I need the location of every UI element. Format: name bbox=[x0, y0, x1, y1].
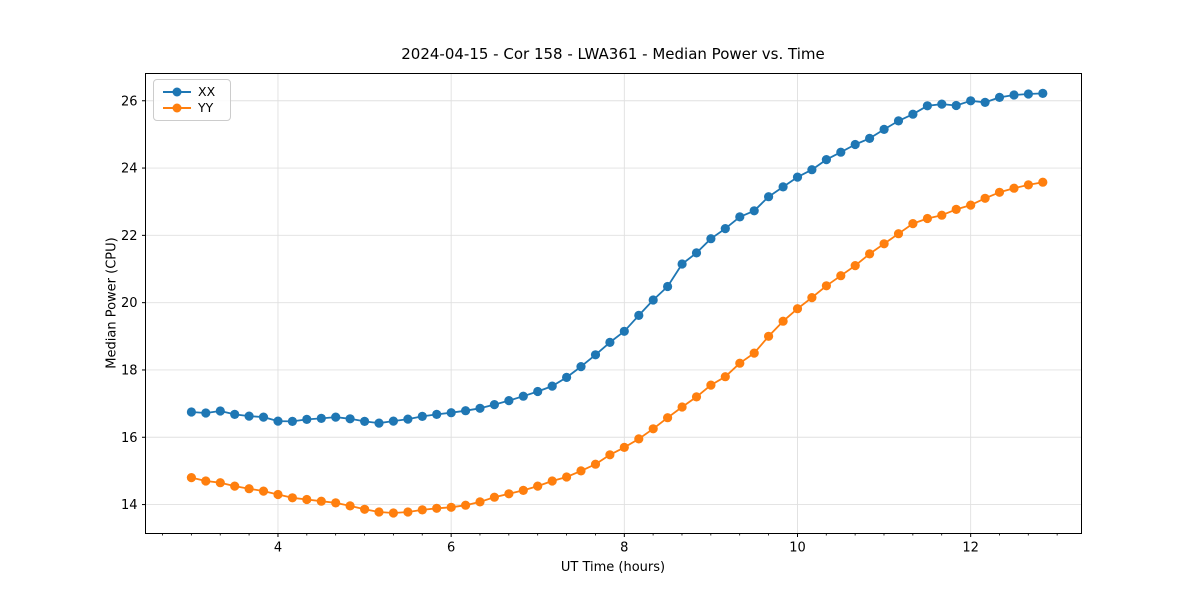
legend-line-marker-sample-yy bbox=[163, 103, 191, 113]
x-tick-label: 12 bbox=[962, 541, 979, 556]
legend-label-xx: XX bbox=[198, 83, 216, 99]
x-axis-label: UT Time (hours) bbox=[560, 560, 666, 575]
legend-item-yy: YY bbox=[163, 100, 221, 116]
grid-layer bbox=[145, 73, 1082, 534]
axes-spines bbox=[145, 73, 1082, 534]
y-tick-label: 24 bbox=[121, 162, 138, 177]
legend-marker-dot-xx bbox=[172, 87, 182, 97]
series-yy-line bbox=[190, 181, 1044, 514]
tick-labels: 4 6 8 10 12 14 16 18 20 22 24 26 bbox=[121, 94, 979, 555]
y-tick-label: 22 bbox=[121, 229, 138, 244]
y-tick-label: 16 bbox=[121, 431, 138, 446]
series-xx-markers bbox=[186, 88, 1048, 428]
legend-line-marker-sample-xx bbox=[163, 87, 191, 97]
y-tick-label: 14 bbox=[121, 498, 138, 513]
x-tick-label: 8 bbox=[620, 541, 628, 556]
x-tick-label: 4 bbox=[274, 541, 282, 556]
legend-label-yy: YY bbox=[198, 99, 214, 115]
y-tick-label: 18 bbox=[121, 363, 138, 378]
legend-item-xx: XX bbox=[163, 84, 221, 100]
legend-marker-dot-yy bbox=[172, 103, 182, 113]
chart-title: 2024-04-15 - Cor 158 - LWA361 - Median P… bbox=[401, 45, 825, 63]
series-yy-markers bbox=[186, 177, 1048, 518]
x-tick-label: 6 bbox=[447, 541, 455, 556]
y-axis-label: Median Power (CPU) bbox=[104, 237, 120, 369]
y-tick-label: 26 bbox=[121, 94, 138, 109]
axis-ticks bbox=[142, 100, 972, 537]
y-tick-label: 20 bbox=[121, 296, 138, 311]
series-xx-line bbox=[190, 92, 1044, 425]
legend: XX YY bbox=[153, 79, 231, 121]
x-tick-label: 10 bbox=[789, 541, 806, 556]
x-minor-ticks bbox=[162, 533, 1058, 536]
